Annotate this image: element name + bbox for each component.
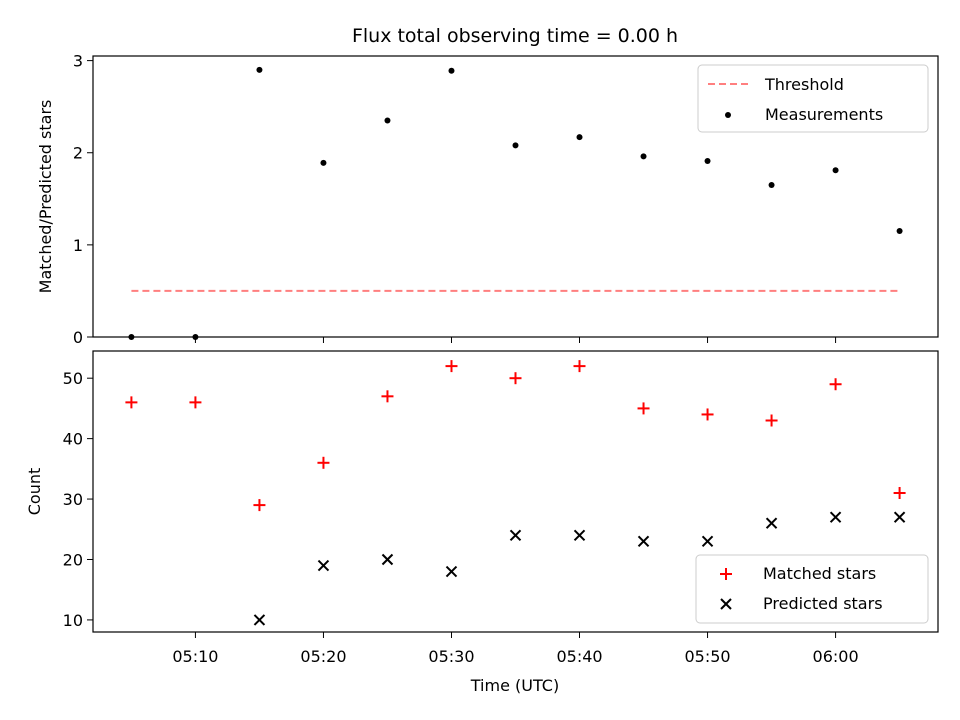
matched-star-point — [637, 402, 650, 415]
matched-star-point — [701, 408, 714, 421]
predicted-star-point — [893, 511, 906, 523]
top-y-axis-label: Matched/Predicted stars — [36, 100, 55, 294]
top-plot-area — [128, 66, 903, 340]
measurement-point — [448, 67, 455, 74]
legend-measurements-swatch — [725, 112, 731, 118]
measurement-point — [128, 334, 135, 340]
bottom-x-ticks: 05:10 05:20 05:30 05:40 05:50 06:00 — [172, 632, 859, 666]
top-y-tick-label: 3 — [73, 52, 83, 71]
measurement-point — [832, 167, 839, 174]
predicted-star-point — [509, 529, 522, 542]
measurement-point — [896, 228, 903, 235]
measurement-point — [256, 66, 263, 73]
measurement-point — [192, 334, 199, 340]
predicted-star-point — [701, 535, 714, 548]
predicted-star-point — [573, 529, 586, 542]
chart-title: Flux total observing time = 0.00 h — [352, 25, 678, 47]
bottom-y-tick-label: 10 — [63, 611, 83, 630]
matched-star-point — [189, 396, 202, 409]
x-axis-label: Time (UTC) — [470, 676, 559, 695]
predicted-star-point — [829, 511, 842, 523]
x-tick-label: 05:20 — [300, 647, 346, 666]
predicted-star-point — [253, 614, 266, 626]
top-y-tick-label: 2 — [73, 144, 83, 163]
predicted-star-point — [381, 553, 394, 566]
x-tick-label: 05:40 — [556, 647, 602, 666]
predicted-star-point — [445, 565, 458, 578]
legend-predicted-swatch — [720, 598, 732, 610]
predicted-star-point — [765, 517, 778, 529]
x-tick-label: 06:00 — [813, 647, 859, 666]
bottom-legend-box — [695, 554, 929, 624]
top-x-ticks — [194, 337, 837, 343]
measurement-point — [384, 117, 391, 124]
measurement-point — [512, 142, 519, 149]
legend-threshold-label: Threshold — [764, 75, 844, 94]
bottom-y-tick-label: 40 — [63, 430, 83, 449]
predicted-star-point — [637, 535, 650, 548]
matched-star-point — [317, 456, 330, 469]
bottom-y-tick-label: 30 — [63, 490, 83, 509]
matched-star-point — [445, 360, 458, 373]
x-tick-label: 05:50 — [684, 647, 730, 666]
matched-star-point — [765, 414, 778, 427]
measurement-point — [640, 153, 647, 160]
bottom-plot-area — [125, 360, 906, 626]
matched-star-point — [125, 396, 138, 409]
top-y-ticks: 0 1 2 3 — [73, 52, 93, 347]
measurement-point — [704, 158, 711, 165]
top-y-tick-label: 1 — [73, 236, 83, 255]
bottom-legend: Matched stars Predicted stars — [695, 554, 929, 624]
bottom-axes-frame — [92, 350, 939, 633]
matched-star-point — [893, 487, 906, 500]
matched-star-point — [573, 360, 586, 373]
matched-star-point — [253, 499, 266, 512]
legend-measurements-label: Measurements — [765, 105, 883, 124]
bottom-y-tick-label: 20 — [63, 550, 83, 569]
legend-predicted-label: Predicted stars — [763, 594, 883, 613]
matched-star-point — [509, 372, 522, 385]
measurement-point — [320, 159, 327, 166]
bottom-y-axis-label: Count — [25, 468, 44, 516]
x-tick-label: 05:10 — [172, 647, 218, 666]
top-legend: Threshold Measurements — [697, 64, 929, 133]
top-axes-frame — [92, 55, 939, 338]
x-tick-label: 05:30 — [428, 647, 474, 666]
legend-matched-swatch — [720, 568, 732, 580]
matched-star-point — [381, 390, 394, 403]
legend-matched-label: Matched stars — [763, 564, 876, 583]
bottom-y-tick-label: 50 — [63, 369, 83, 388]
top-y-tick-label: 0 — [73, 328, 83, 347]
measurement-point — [768, 181, 775, 188]
predicted-star-point — [317, 559, 330, 572]
measurement-point — [576, 134, 583, 141]
bottom-y-ticks: 10 20 30 40 50 — [63, 369, 93, 630]
top-legend-box — [697, 64, 929, 133]
matched-star-point — [829, 378, 842, 391]
